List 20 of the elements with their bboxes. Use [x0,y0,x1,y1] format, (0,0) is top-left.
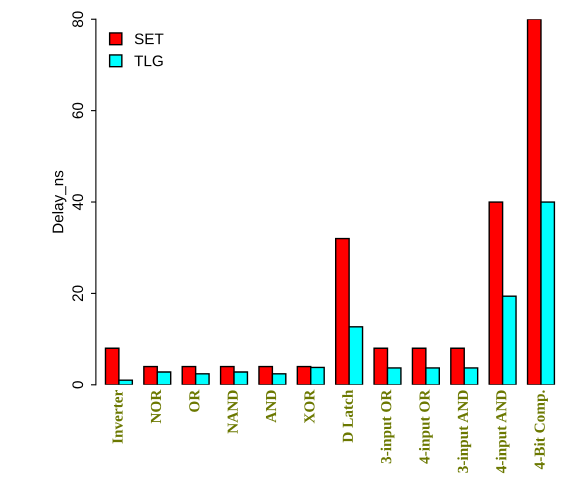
x-tick-label: 4-Bit Comp. [534,390,548,470]
y-axis-title: Delay_ns [52,170,66,233]
y-tick-label: 40 [72,194,84,210]
x-tick-label: NOR [150,390,162,424]
y-tick-label: 0 [72,381,84,388]
x-tick-label: OR [189,390,200,412]
x-tick-label: 4-input OR [418,390,433,464]
x-tick-label: AND [266,390,276,423]
x-tick-label: 3-input AND [457,390,472,473]
x-tick-label: 4-input AND [496,390,510,474]
x-tick-label: XOR [304,390,315,424]
x-tick-label: NAND [228,390,238,434]
x-tick-label: 3-input OR [380,390,394,464]
x-tick-label: Inverter [112,390,123,444]
y-tick-label: 80 [72,11,84,28]
y-tick-label: 60 [72,102,84,118]
legend-label: SET [134,33,164,44]
y-tick-label: 20 [72,286,84,302]
legend-label: TLG [134,55,163,66]
x-tick-label: D Latch [342,390,353,442]
